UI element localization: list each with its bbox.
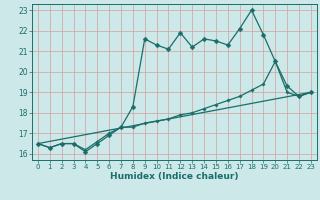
X-axis label: Humidex (Indice chaleur): Humidex (Indice chaleur) <box>110 172 239 181</box>
